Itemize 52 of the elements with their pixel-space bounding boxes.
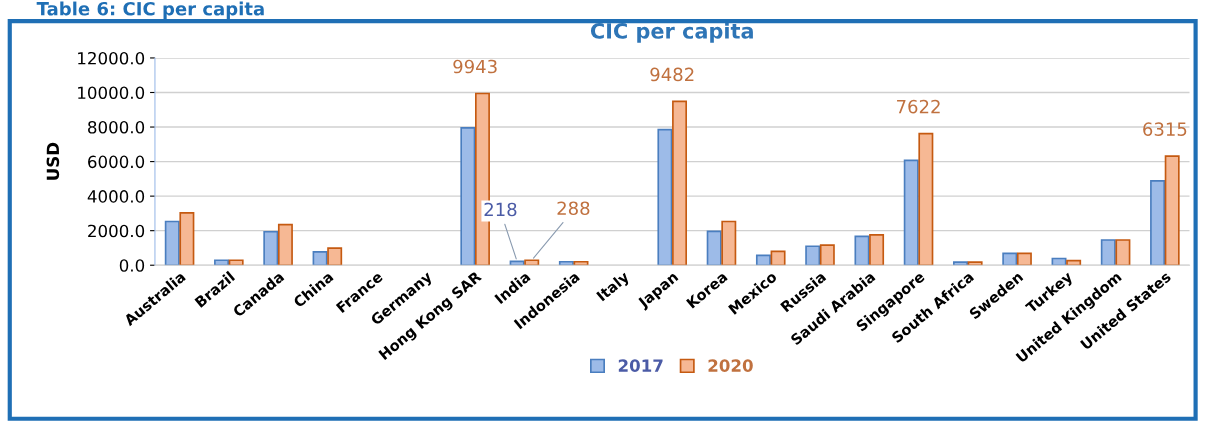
data-label: 288 bbox=[557, 201, 590, 216]
bar bbox=[1002, 252, 1018, 266]
bar bbox=[179, 212, 195, 266]
bar bbox=[164, 220, 180, 266]
bar bbox=[953, 261, 968, 266]
y-tick-label: 10000.0 bbox=[78, 86, 145, 100]
y-tick-label: 6000.0 bbox=[88, 155, 145, 169]
data-label: 7622 bbox=[897, 99, 940, 114]
bar bbox=[573, 260, 589, 266]
bar bbox=[854, 235, 870, 266]
bar bbox=[819, 244, 835, 266]
bar bbox=[672, 100, 688, 266]
y-tick-label: 4000.0 bbox=[87, 190, 145, 203]
bar bbox=[312, 251, 328, 266]
bar bbox=[1100, 239, 1116, 266]
bar bbox=[327, 247, 343, 266]
bar bbox=[805, 245, 821, 266]
bar bbox=[1051, 257, 1067, 266]
bar bbox=[1066, 259, 1082, 266]
data-label: 9943 bbox=[453, 59, 497, 74]
y-tick-label: 2000.0 bbox=[88, 224, 145, 238]
y-axis-title: USD bbox=[46, 142, 60, 180]
bar bbox=[755, 254, 771, 266]
y-tick-label: 0.0 bbox=[119, 259, 145, 272]
bar bbox=[263, 230, 279, 266]
bar bbox=[228, 259, 244, 266]
bar bbox=[214, 259, 230, 266]
legend-label: 2017 bbox=[618, 359, 663, 372]
bar bbox=[706, 230, 722, 266]
caption: Table 6: CIC per capita bbox=[36, 1, 264, 20]
data-label: 218 bbox=[484, 202, 517, 217]
bar bbox=[903, 159, 919, 266]
bar bbox=[1016, 252, 1032, 266]
bar bbox=[1115, 239, 1131, 266]
legend-label: 2020 bbox=[708, 359, 753, 372]
y-tick-label: 12000.0 bbox=[78, 51, 145, 65]
bar bbox=[1150, 180, 1166, 266]
bar bbox=[918, 132, 934, 266]
data-label: 9482 bbox=[650, 67, 694, 82]
y-tick-label: 8000.0 bbox=[88, 121, 145, 134]
bar bbox=[524, 259, 540, 266]
bar bbox=[657, 128, 673, 266]
bar bbox=[277, 223, 293, 266]
bar bbox=[967, 261, 983, 266]
data-label: 6315 bbox=[1143, 122, 1187, 136]
bar bbox=[869, 233, 885, 266]
chart-title: CIC per capita bbox=[590, 22, 753, 43]
bar bbox=[460, 127, 476, 266]
bar bbox=[558, 260, 574, 266]
bar bbox=[770, 250, 786, 266]
bar bbox=[1164, 155, 1180, 266]
bar bbox=[721, 220, 737, 266]
